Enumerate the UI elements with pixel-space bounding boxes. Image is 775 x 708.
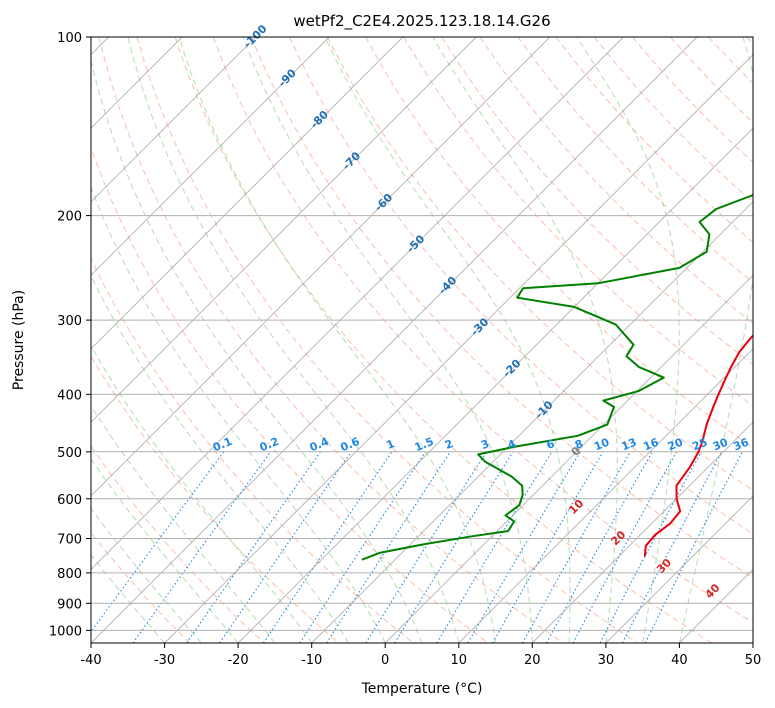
dry-adiabat [91, 146, 489, 643]
y-tick-label: 500 [57, 446, 82, 461]
x-tick-label: 50 [745, 653, 762, 668]
mixing-ratio-line [546, 451, 653, 643]
x-tick-label: 40 [671, 653, 688, 668]
isotherm [458, 348, 753, 643]
isotherm [91, 37, 404, 350]
y-axis-label: Pressure (hPa) [11, 290, 27, 390]
isotherm [605, 495, 753, 643]
isotherm [91, 37, 698, 643]
pressure-gridlines [91, 37, 753, 631]
mixing-ratio-label: 36 [732, 436, 751, 454]
mixing-ratio-line [263, 451, 393, 643]
isotherm [164, 53, 753, 643]
mixing-ratio-line [299, 451, 426, 643]
y-tick-label: 400 [57, 388, 82, 403]
x-tick-label: -10 [301, 653, 322, 668]
mixing-ratio-label: 3 [479, 437, 491, 452]
y-tick-label: 200 [57, 210, 82, 225]
mixing-ratio-label: 13 [619, 436, 638, 454]
mixing-ratio-line [365, 451, 487, 643]
mixing-ratio-label: 25 [690, 436, 709, 454]
y-tick-label: 300 [57, 314, 82, 329]
y-tick-label: 800 [57, 567, 82, 582]
chart-title: wetPf2_C2E4.2025.123.18.14.G26 [293, 12, 550, 31]
mixing-ratio-line [186, 451, 321, 643]
dry-adiabat [174, 37, 713, 643]
y-tick-label: 1000 [49, 624, 82, 639]
mixing-ratio-line [436, 451, 553, 643]
moist-adiabat [242, 37, 533, 643]
dry-adiabat [212, 37, 753, 624]
moist-adiabat [91, 507, 202, 643]
isotherm [237, 127, 753, 643]
dry-adiabat [136, 37, 638, 643]
mixing-ratio-label: 8 [573, 437, 585, 452]
mixing-ratio-line [219, 451, 352, 643]
mixing-ratio-line [599, 451, 702, 643]
plot-area [91, 37, 753, 643]
dry-adiabat [327, 37, 753, 492]
moist-adiabat [91, 58, 423, 643]
profile-lines [361, 193, 753, 561]
moist-adiabat [576, 37, 680, 643]
moist-adiabat [324, 37, 571, 643]
isotherm [91, 37, 257, 203]
mixing-ratio-label: 20 [666, 436, 685, 454]
dry-adiabat [479, 37, 753, 324]
x-tick-label: 30 [598, 653, 615, 668]
x-tick-label: 10 [451, 653, 468, 668]
x-tick-label: -20 [227, 653, 248, 668]
mixing-ratio-label: 30 [711, 436, 730, 454]
mixing-ratio-label: 10 [592, 436, 611, 454]
isotherm [91, 37, 330, 276]
moist-adiabat [178, 37, 497, 643]
mixing-ratio-lines [91, 451, 743, 643]
isotherm [91, 37, 477, 423]
moist-adiabat [678, 37, 753, 643]
moist-adiabat [127, 37, 460, 643]
mixing-ratio-line [91, 451, 225, 633]
x-tick-label: 20 [524, 653, 541, 668]
isotherm [384, 274, 753, 643]
x-tick-label: 0 [381, 653, 389, 668]
moist-adiabat [432, 37, 618, 643]
moist-adiabat [91, 404, 276, 643]
isotherm [91, 37, 551, 497]
isotherm [531, 421, 753, 643]
mixing-ratio-line [326, 451, 451, 643]
moist-adiabat [91, 274, 349, 643]
x-axis: -40 -30 -20 -10 0 10 20 30 40 50 [80, 643, 761, 668]
moist-adiabat [91, 186, 386, 643]
mixing-ratio-label: 2 [443, 437, 455, 452]
mixing-ratio-label: 1 [385, 437, 397, 452]
isotherm [311, 201, 753, 643]
plot-frame [90, 36, 754, 644]
moist-adiabat [91, 554, 165, 643]
y-tick-label: 900 [57, 597, 82, 612]
dry-adiabat [441, 37, 753, 365]
dry-adiabat [250, 37, 753, 579]
y-tick-label: 600 [57, 493, 82, 508]
mixing-ratio-line [522, 451, 631, 643]
temperature-profile [643, 334, 753, 557]
y-tick-label: 100 [57, 31, 82, 46]
mixing-ratio-line [132, 451, 272, 643]
y-axis: 100 200 300 400 500 600 700 800 900 1000 [49, 31, 91, 639]
x-tick-label: -30 [154, 653, 175, 668]
mixing-ratio-line [572, 451, 678, 643]
moist-adiabat [91, 458, 239, 643]
isotherm [91, 37, 624, 571]
dry-adiabat [98, 37, 563, 643]
dry-adiabat [91, 355, 340, 643]
mixing-ratio-label: 16 [642, 436, 661, 454]
dry-adiabat [91, 445, 265, 643]
x-axis-label: Temperature (°C) [361, 681, 483, 697]
isotherms [91, 37, 753, 643]
dewpoint-profile [361, 193, 753, 561]
x-tick-label: -40 [80, 653, 101, 668]
y-tick-label: 700 [57, 533, 82, 548]
